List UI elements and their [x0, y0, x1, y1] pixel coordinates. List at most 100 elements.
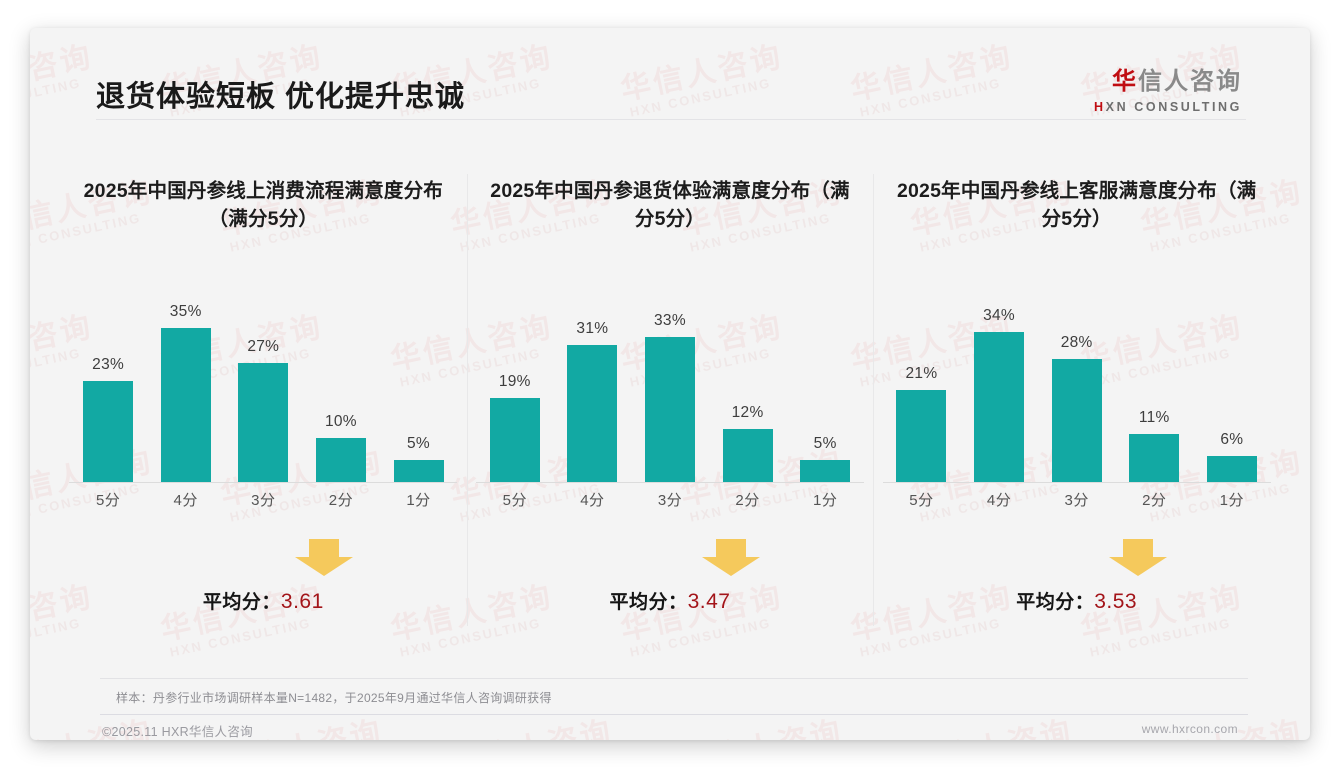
bar-value-label: 31% — [576, 320, 609, 338]
x-tick-label: 4分 — [580, 491, 605, 509]
bar-value-label: 12% — [731, 404, 764, 422]
bar[interactable] — [489, 398, 540, 483]
average-score-3: 平均分：3.53 — [1016, 587, 1137, 614]
bar[interactable] — [238, 363, 289, 483]
bar[interactable] — [974, 332, 1025, 483]
bar[interactable] — [83, 380, 134, 483]
bar-value-label: 5% — [813, 435, 837, 453]
chart-title-1: 2025年中国丹参线上消费流程满意度分布（满分5分） — [83, 180, 444, 230]
bar-slot[interactable]: 6% — [1195, 277, 1269, 483]
bar[interactable] — [800, 460, 851, 483]
slide-header: 退货体验短板 优化提升忠诚 华信人咨询 HXN CONSULTING — [30, 28, 1310, 120]
x-axis-line — [882, 482, 1271, 484]
bar[interactable] — [722, 429, 773, 483]
bar[interactable] — [160, 327, 211, 483]
x-tick-label: 3分 — [657, 491, 683, 509]
chart-panel-2: 2025年中国丹参退货体验满意度分布（满分5分） 19% 31% 33% — [466, 156, 874, 666]
x-tick-label: 1分 — [406, 491, 431, 509]
average-value: 3.47 — [687, 590, 731, 614]
x-axis-line — [476, 482, 864, 484]
down-arrow-icon — [1108, 539, 1167, 577]
average-label: 平均分： — [1016, 592, 1095, 614]
chart-panel-3: 2025年中国丹参线上客服满意度分布（满分5分） 21% 34% 28% — [873, 156, 1280, 666]
bar-slot[interactable]: 34% — [962, 277, 1036, 483]
bar-slot[interactable]: 12% — [711, 277, 785, 483]
bar[interactable] — [1051, 358, 1102, 483]
bars-group-3: 21% 34% 28% 11% — [883, 277, 1271, 483]
average-value: 3.61 — [280, 590, 324, 614]
bars-group-1: 23% 35% 27% 10% — [69, 277, 457, 483]
bar[interactable] — [567, 345, 618, 483]
x-tick-label: 4分 — [173, 491, 198, 509]
bar-value-label: 21% — [905, 364, 938, 382]
bar-slot[interactable]: 35% — [149, 277, 223, 483]
bar-value-label: 6% — [1220, 430, 1244, 448]
average-label: 平均分： — [202, 592, 281, 614]
footer-divider — [100, 714, 1248, 715]
arrow-wrap — [897, 537, 1257, 577]
average-score-2: 平均分：3.47 — [610, 587, 731, 614]
bar-value-label: 11% — [1138, 408, 1170, 426]
x-tick-label: 2分 — [1142, 491, 1167, 509]
bar[interactable] — [393, 460, 444, 483]
bar[interactable] — [644, 336, 695, 483]
x-tick-labels-2: 5分 4分 3分 2分 1分 — [476, 485, 864, 513]
arrow-wrap — [83, 537, 443, 577]
down-arrow-icon — [295, 539, 354, 577]
x-tick-label: 3分 — [251, 491, 276, 509]
bar-slot[interactable]: 11% — [1117, 277, 1191, 483]
x-tick-label: 5分 — [502, 491, 527, 509]
bar-slot[interactable]: 28% — [1040, 277, 1114, 483]
bar-chart-3: 21% 34% 28% 11% — [877, 277, 1277, 513]
down-arrow-icon — [702, 539, 760, 577]
bar-slot[interactable]: 10% — [304, 277, 378, 483]
bar-value-label: 33% — [654, 311, 686, 329]
x-tick-label: 4分 — [986, 491, 1012, 509]
x-tick-label: 2分 — [735, 491, 760, 509]
x-tick-label: 2分 — [328, 491, 354, 509]
footnote-divider — [100, 678, 1248, 679]
average-block-1: 平均分：3.61 — [83, 537, 443, 614]
x-tick-labels-1: 5分 4分 3分 2分 1分 — [69, 485, 457, 513]
x-tick-label: 1分 — [813, 491, 838, 509]
bar-slot[interactable]: 31% — [555, 277, 629, 483]
bar-chart-1: 23% 35% 27% 10% — [63, 277, 463, 513]
bar-value-label: 23% — [92, 355, 125, 373]
average-label: 平均分： — [609, 592, 688, 614]
bar-slot[interactable]: 27% — [226, 277, 300, 483]
x-tick-label: 3分 — [1064, 491, 1089, 509]
x-tick-label: 5分 — [95, 491, 121, 509]
copyright-text: ©2025.11 HXR华信人咨询 — [102, 725, 253, 739]
x-tick-label: 1分 — [1219, 491, 1245, 509]
average-block-3: 平均分：3.53 — [897, 537, 1257, 614]
logo-cn-rest: 信人咨询 — [1138, 68, 1242, 95]
bar-value-label: 28% — [1060, 333, 1093, 351]
bars-group-2: 19% 31% 33% 12% — [476, 277, 864, 483]
logo-english: HXN CONSULTING — [1094, 101, 1242, 114]
bar-slot[interactable]: 23% — [71, 277, 145, 483]
bar-slot[interactable]: 21% — [884, 277, 958, 483]
chart-panel-1: 2025年中国丹参线上消费流程满意度分布（满分5分） 23% 35% 27% — [60, 156, 467, 666]
bar-slot[interactable]: 5% — [382, 277, 456, 483]
average-score-1: 平均分：3.61 — [203, 587, 324, 614]
bar-value-label: 10% — [324, 413, 357, 431]
logo-h-glyph: H — [1094, 100, 1106, 114]
bar-slot[interactable]: 33% — [633, 277, 707, 483]
bar[interactable] — [896, 389, 947, 483]
website-url: www.hxrcon.com — [1141, 722, 1238, 736]
bar-slot[interactable]: 19% — [478, 277, 552, 483]
bar-slot[interactable]: 5% — [788, 277, 862, 483]
header-divider — [96, 119, 1246, 120]
bar[interactable] — [1129, 433, 1180, 483]
average-block-2: 平均分：3.47 — [490, 537, 850, 614]
logo-chinese: 华信人咨询 — [1094, 70, 1242, 94]
x-tick-label: 5分 — [909, 491, 934, 509]
bar-chart-2: 19% 31% 33% 12% — [470, 277, 870, 513]
bar-value-label: 27% — [247, 338, 280, 356]
bar[interactable] — [315, 438, 366, 483]
bar[interactable] — [1206, 455, 1257, 483]
